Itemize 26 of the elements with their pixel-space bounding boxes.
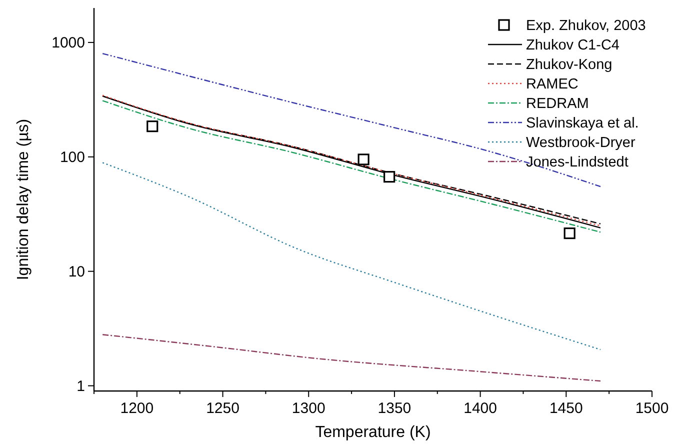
point xyxy=(384,170,396,183)
legend-label: RAMEC xyxy=(526,76,578,92)
legend-label: Jones-Lindstedt xyxy=(526,154,628,170)
x-tick-label: 1200 xyxy=(120,400,154,417)
point xyxy=(358,154,370,166)
point xyxy=(564,227,576,240)
x-axis-title: Temperature (K) xyxy=(315,424,431,441)
point xyxy=(146,120,158,132)
legend-label: Exp. Zhukov, 2003 xyxy=(526,18,646,34)
line-series xyxy=(102,334,602,382)
legend-label: Zhukov C1-C4 xyxy=(526,38,620,54)
y-tick-label: 10 xyxy=(68,263,85,280)
y-tick-label: 1000 xyxy=(52,34,85,52)
x-tick-label: 1400 xyxy=(464,400,497,417)
x-tick-label: 1500 xyxy=(635,400,669,417)
legend-label: Westbrook-Dryer xyxy=(526,135,636,151)
x-tick-label: 1250 xyxy=(206,400,240,417)
legend-label: Slavinskaya et al. xyxy=(526,116,639,132)
legend-label: Zhukov-Kong xyxy=(526,57,612,73)
y-tick-label: 1 xyxy=(76,378,85,395)
x-tick-label: 1450 xyxy=(549,400,583,417)
y-tick-label: 100 xyxy=(60,148,85,166)
x-tick-label: 1300 xyxy=(292,400,326,417)
x-tick-label: 1350 xyxy=(378,400,412,417)
legend-label: REDRAM xyxy=(526,96,589,112)
y-axis-title: Ignition delay time (µs) xyxy=(15,118,32,280)
